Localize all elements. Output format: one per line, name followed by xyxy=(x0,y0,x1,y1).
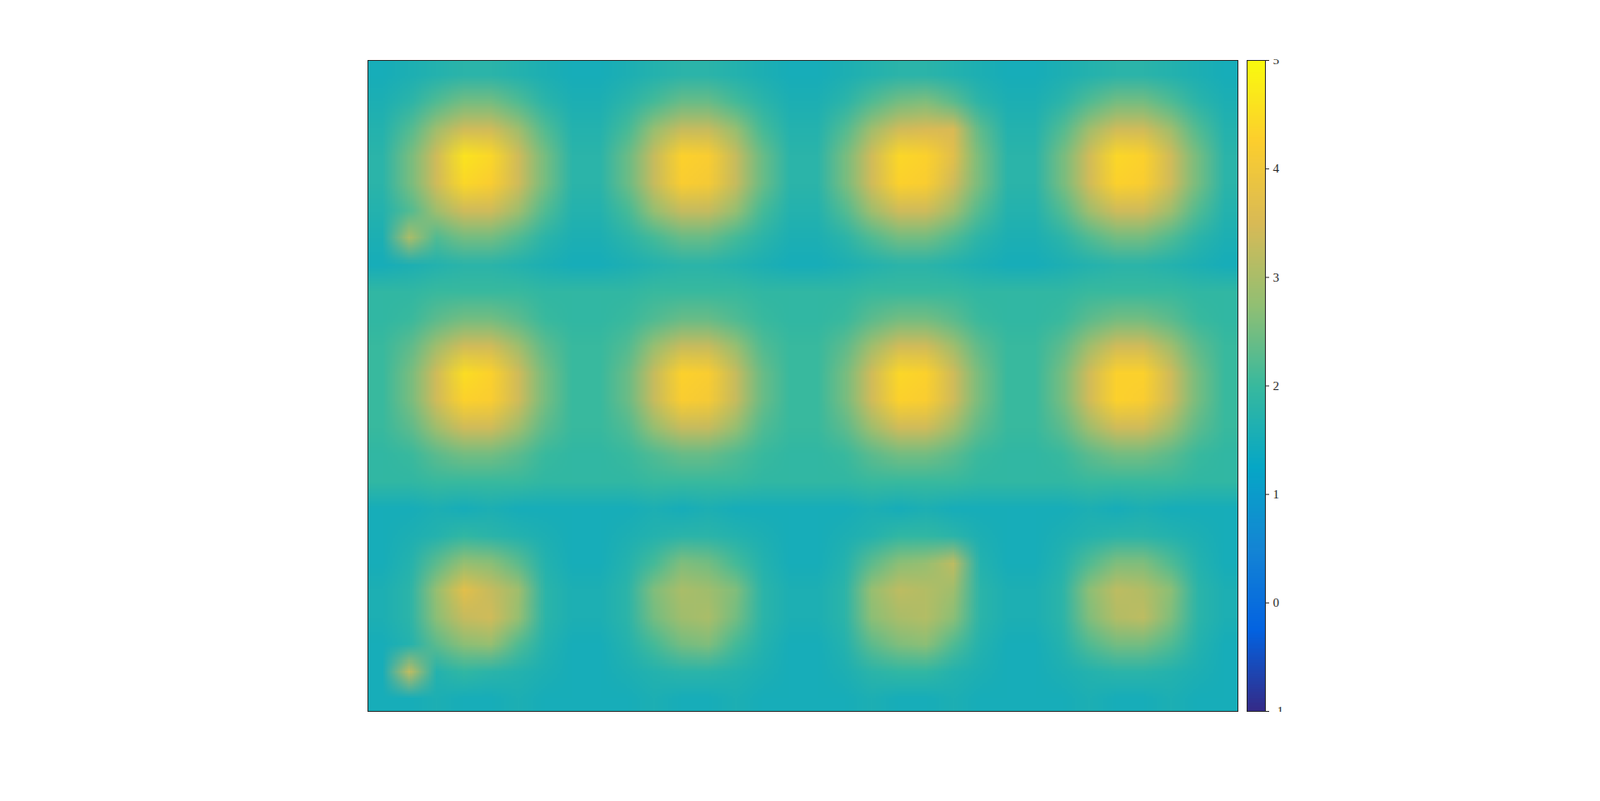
svg-text:5: 5 xyxy=(1273,59,1280,67)
svg-text:0: 0 xyxy=(1273,595,1280,610)
svg-text:1: 1 xyxy=(1273,487,1280,501)
svg-text:3: 3 xyxy=(1273,270,1280,285)
svg-text:2: 2 xyxy=(1273,379,1280,393)
svg-text:-1: -1 xyxy=(1273,704,1285,712)
svg-text:4: 4 xyxy=(1273,161,1280,175)
